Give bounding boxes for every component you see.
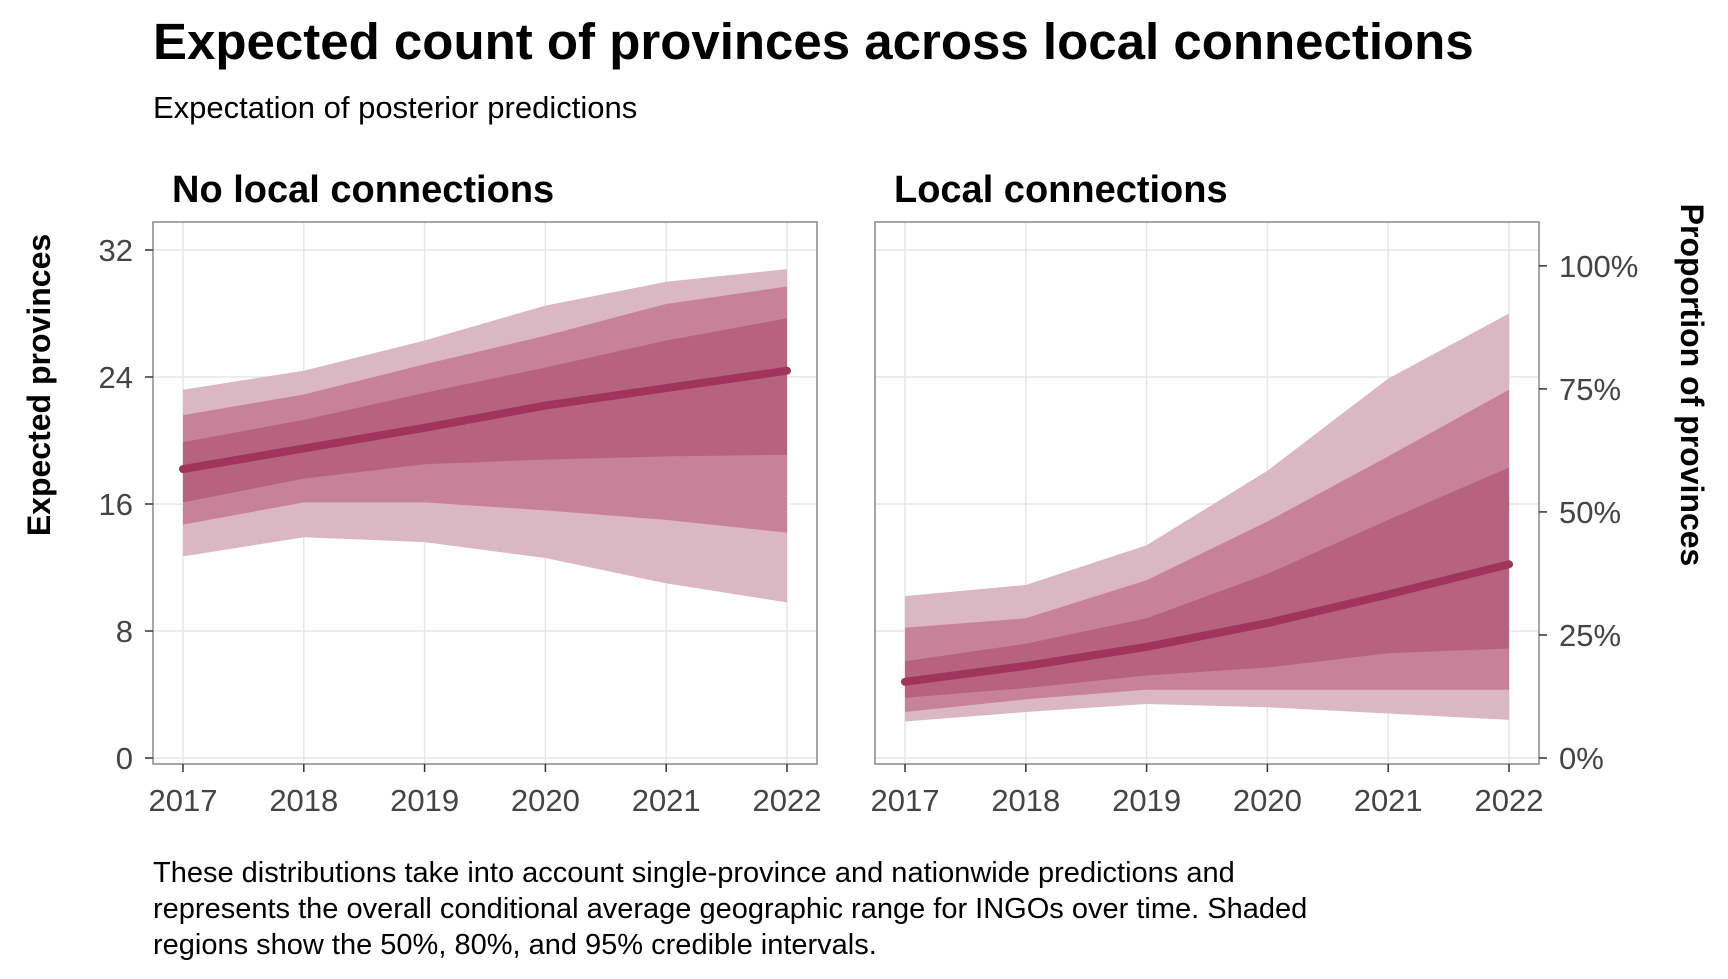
panel-no-local-connections: 2017 2018 2019 2020 2021 2022 No local connect…	[149, 169, 822, 818]
secondary-y-axis-title: Proportion of provinces	[1674, 204, 1710, 567]
x-tick-label: 2020	[511, 783, 580, 818]
caption-line: represents the overall conditional avera…	[153, 893, 1308, 925]
right-y-axis: 0% 25% 50% 75% 100%	[1539, 249, 1638, 776]
x-tick-label: 2017	[149, 783, 218, 818]
x-tick-label: 2018	[991, 783, 1060, 818]
left-y-axis: 0 8 16 24 32	[99, 233, 153, 776]
x-tick-label: 2020	[1233, 783, 1302, 818]
secondary-y-tick-label: 100%	[1559, 249, 1638, 284]
caption-line: These distributions take into account si…	[153, 857, 1235, 889]
secondary-y-tick-label: 0%	[1559, 741, 1604, 776]
panel-local-connections: 2017 2018 2019 2020 2021 2022 Local connection…	[871, 169, 1544, 818]
chart-title: Expected count of provinces across local…	[153, 13, 1474, 70]
facet-title: Local connections	[894, 169, 1228, 211]
y-tick-label: 16	[99, 487, 133, 522]
x-tick-label: 2021	[632, 783, 701, 818]
secondary-y-tick-label: 75%	[1559, 372, 1621, 407]
y-tick-label: 24	[99, 360, 133, 395]
ci50-band	[905, 467, 1509, 698]
caption-line: regions show the 50%, 80%, and 95% credi…	[153, 929, 877, 961]
x-tick-label: 2021	[1354, 783, 1423, 818]
y-tick-label: 32	[99, 233, 133, 268]
chart-caption: These distributions take into account si…	[153, 855, 1653, 963]
facet-title: No local connections	[172, 169, 554, 211]
panel-border	[152, 221, 818, 765]
ci50-band	[183, 318, 787, 503]
y-tick-label: 8	[116, 614, 133, 649]
x-tick-label: 2019	[390, 783, 459, 818]
panel-border	[874, 221, 1540, 765]
x-tick-label: 2018	[269, 783, 338, 818]
y-tick-label: 0	[116, 741, 133, 776]
median-line	[901, 560, 1513, 686]
secondary-y-tick-label: 25%	[1559, 618, 1621, 653]
x-tick-label: 2022	[1475, 783, 1544, 818]
y-axis-title: Expected provinces	[21, 234, 57, 536]
x-tick-label: 2017	[871, 783, 940, 818]
x-tick-label: 2022	[753, 783, 822, 818]
x-tick-label: 2019	[1112, 783, 1181, 818]
secondary-y-tick-label: 50%	[1559, 495, 1621, 530]
chart-subtitle: Expectation of posterior predictions	[153, 90, 638, 125]
median-line	[179, 366, 791, 474]
